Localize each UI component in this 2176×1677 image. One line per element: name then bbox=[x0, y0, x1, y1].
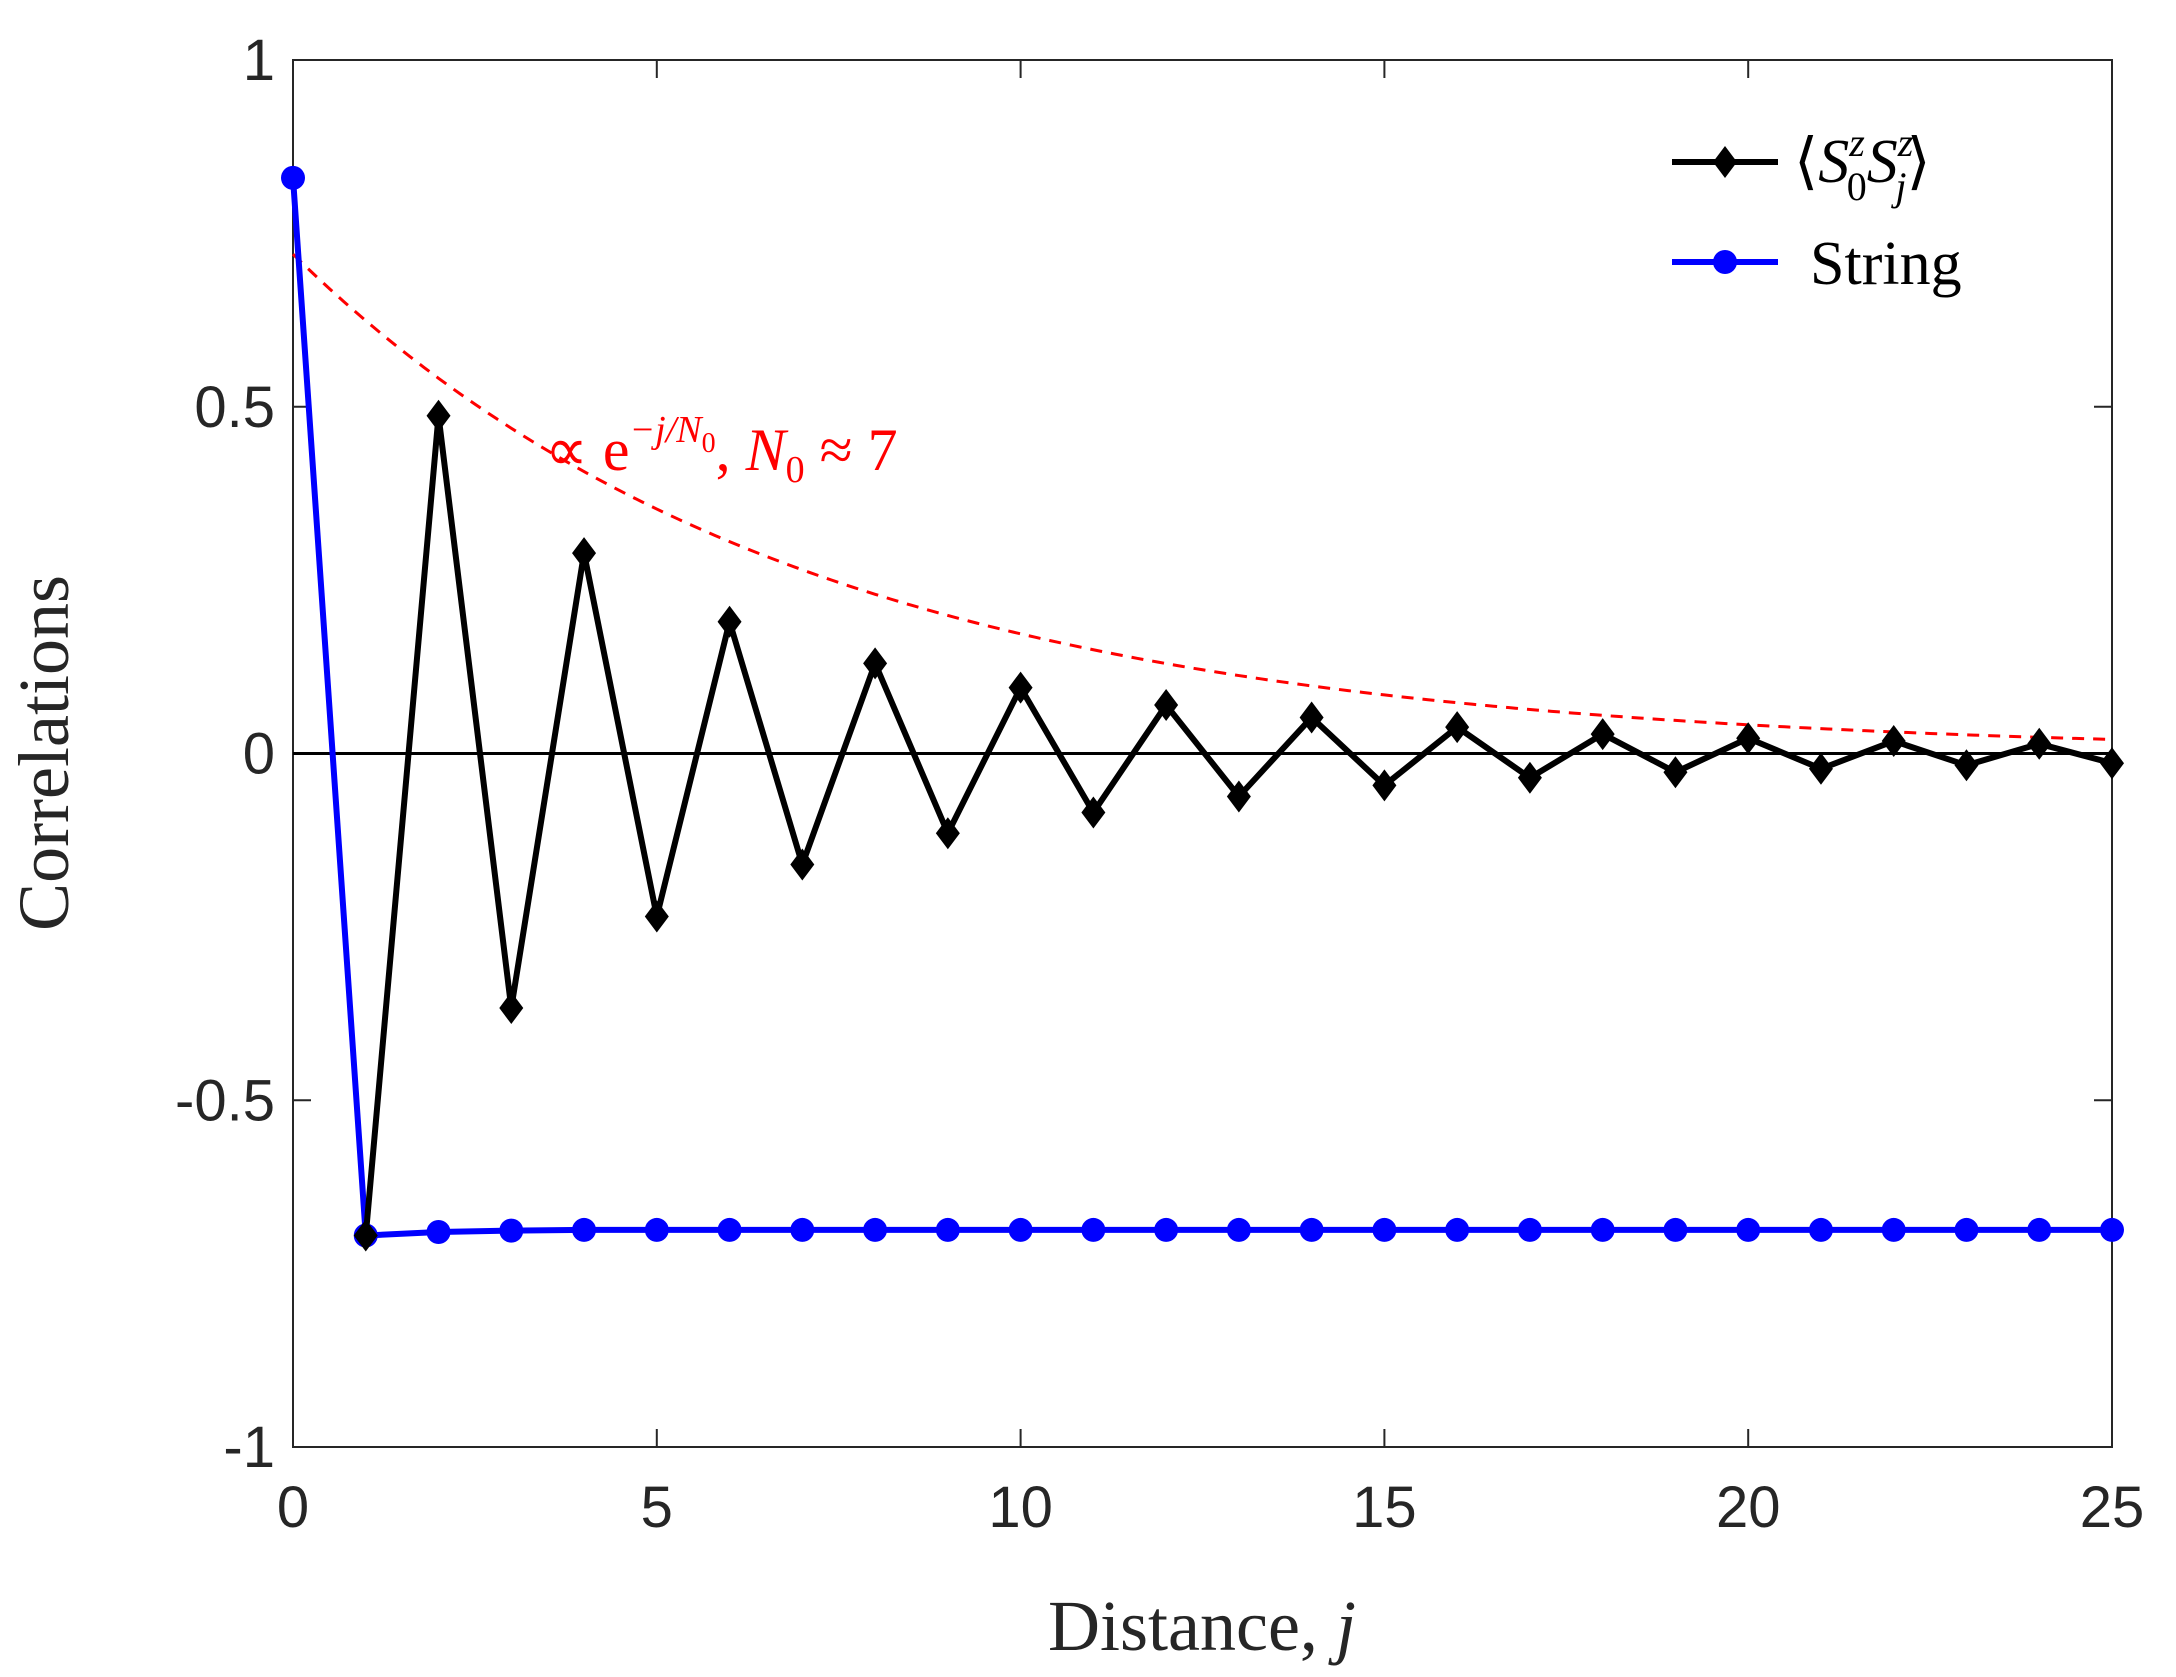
szsz-point-13 bbox=[1226, 780, 1251, 813]
szsz-point-11 bbox=[1081, 796, 1106, 829]
x-tick-label-25: 25 bbox=[2080, 1475, 2145, 1540]
string-point-14 bbox=[1299, 1217, 1324, 1242]
szsz-point-6 bbox=[717, 605, 742, 638]
string-point-18 bbox=[1590, 1217, 1615, 1242]
fit-annotation-approx: ≈ 7 bbox=[805, 417, 898, 483]
szsz-point-5 bbox=[644, 900, 669, 933]
string-point-10 bbox=[1008, 1217, 1033, 1242]
string-series-markers bbox=[281, 165, 2124, 1248]
string-point-2 bbox=[426, 1220, 451, 1245]
legend-szsz-s2: S bbox=[1867, 128, 1898, 196]
szsz-series-markers bbox=[353, 399, 2124, 1252]
szsz-point-10 bbox=[1008, 671, 1033, 704]
legend-szsz-label: ⟨Sz 0Sz j⟩ bbox=[1794, 120, 1931, 209]
string-point-8 bbox=[863, 1217, 888, 1242]
szsz-point-25 bbox=[2100, 747, 2124, 780]
string-point-23 bbox=[1954, 1217, 1979, 1242]
fit-annotation-n: N bbox=[745, 417, 789, 483]
y-tick-label-0: 0 bbox=[243, 722, 275, 787]
x-axis-ticks: 0 5 10 15 20 25 bbox=[277, 60, 2144, 1540]
szsz-point-24 bbox=[2027, 727, 2052, 760]
string-point-25 bbox=[2100, 1217, 2124, 1242]
legend-szsz-marker bbox=[1713, 146, 1737, 178]
legend-szsz-sup1: z bbox=[1848, 120, 1865, 165]
string-point-20 bbox=[1736, 1217, 1761, 1242]
legend-szsz-sub1: 0 bbox=[1847, 164, 1867, 209]
szsz-point-22 bbox=[1881, 725, 1906, 758]
string-point-6 bbox=[717, 1217, 742, 1242]
legend-szsz-s1: S bbox=[1818, 128, 1849, 196]
szsz-point-16 bbox=[1445, 711, 1470, 744]
y-tick-label-1: 1 bbox=[243, 28, 275, 93]
szsz-point-20 bbox=[1736, 722, 1761, 755]
x-tick-label-10: 10 bbox=[988, 1475, 1053, 1540]
y-tick-label-0.5: 0.5 bbox=[194, 375, 275, 440]
string-point-15 bbox=[1372, 1217, 1397, 1242]
szsz-point-8 bbox=[863, 647, 888, 680]
x-tick-label-20: 20 bbox=[1716, 1475, 1781, 1540]
x-axis-title: Distance, j bbox=[1048, 1586, 1356, 1666]
fit-annotation-exponent: −j/N bbox=[630, 409, 705, 451]
string-point-16 bbox=[1445, 1217, 1470, 1242]
string-point-7 bbox=[790, 1217, 815, 1242]
string-point-22 bbox=[1881, 1217, 1906, 1242]
szsz-point-3 bbox=[499, 992, 524, 1025]
szsz-point-4 bbox=[572, 537, 597, 570]
fit-annotation: ∝ e−j/N0, N0 ≈ 7 bbox=[545, 409, 898, 491]
string-point-19 bbox=[1663, 1217, 1688, 1242]
string-point-17 bbox=[1517, 1217, 1542, 1242]
szsz-point-18 bbox=[1590, 718, 1615, 751]
string-point-9 bbox=[935, 1217, 960, 1242]
exponential-fit-curve bbox=[291, 253, 2113, 741]
szsz-point-1 bbox=[353, 1219, 378, 1252]
string-point-13 bbox=[1226, 1217, 1251, 1242]
szsz-point-15 bbox=[1372, 769, 1397, 802]
string-point-24 bbox=[2027, 1217, 2052, 1242]
string-point-5 bbox=[644, 1217, 669, 1242]
szsz-point-2 bbox=[426, 399, 451, 432]
fit-annotation-prop: ∝ e bbox=[545, 417, 630, 483]
string-point-0 bbox=[281, 165, 305, 190]
legend: ⟨Sz 0Sz j⟩ String bbox=[1672, 120, 1962, 298]
szsz-point-7 bbox=[790, 848, 815, 881]
y-axis-title: Correlations bbox=[4, 575, 84, 931]
szsz-point-23 bbox=[1954, 749, 1979, 782]
legend-string-marker bbox=[1713, 250, 1737, 274]
legend-szsz-close: ⟩ bbox=[1906, 128, 1930, 196]
szsz-point-14 bbox=[1299, 701, 1324, 734]
szsz-point-9 bbox=[935, 817, 960, 850]
legend-string-label: String bbox=[1810, 230, 1962, 298]
y-tick-label--1: -1 bbox=[223, 1415, 275, 1480]
x-tick-label-0: 0 bbox=[277, 1475, 309, 1540]
y-axis-ticks: -1 -0.5 0 0.5 1 bbox=[175, 28, 2112, 1480]
fit-annotation-n-sub: 0 bbox=[786, 449, 805, 491]
x-tick-label-5: 5 bbox=[641, 1475, 673, 1540]
string-point-21 bbox=[1808, 1217, 1833, 1242]
y-tick-label--0.5: -0.5 bbox=[175, 1068, 275, 1133]
legend-szsz-open: ⟨ bbox=[1794, 128, 1818, 196]
szsz-point-17 bbox=[1517, 761, 1542, 794]
string-point-12 bbox=[1154, 1217, 1179, 1242]
szsz-point-19 bbox=[1663, 756, 1688, 789]
string-series-line bbox=[290, 177, 2112, 1239]
string-point-11 bbox=[1081, 1217, 1106, 1242]
x-tick-label-15: 15 bbox=[1352, 1475, 1417, 1540]
legend-szsz-sup2: z bbox=[1897, 120, 1914, 165]
x-axis-title-text: Distance, bbox=[1048, 1586, 1336, 1666]
szsz-point-21 bbox=[1808, 752, 1833, 785]
fit-annotation-exponent-sub: 0 bbox=[702, 428, 716, 459]
string-point-3 bbox=[499, 1218, 524, 1243]
fit-annotation-comma: , bbox=[716, 417, 746, 483]
legend-szsz-sub2: j bbox=[1890, 164, 1906, 209]
string-point-4 bbox=[572, 1217, 597, 1242]
szsz-point-12 bbox=[1154, 688, 1179, 721]
